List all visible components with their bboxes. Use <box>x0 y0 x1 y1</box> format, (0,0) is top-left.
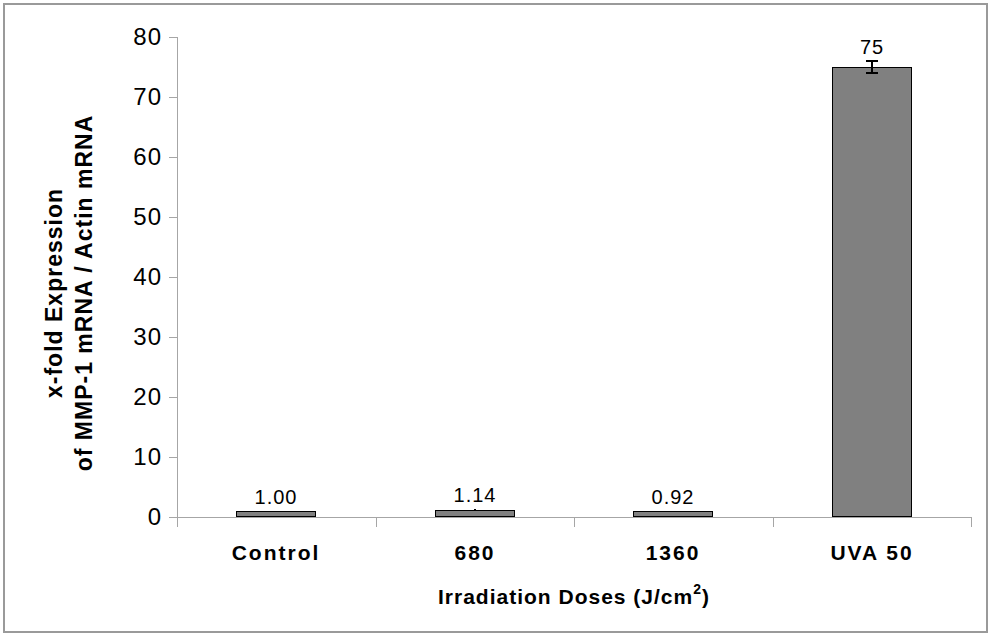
x-axis-title-main: Irradiation Doses (J/cm <box>438 585 693 608</box>
y-axis-tick <box>169 277 177 278</box>
y-axis-tick-label: 80 <box>87 24 162 50</box>
x-axis-title-superscript: 2 <box>693 581 702 597</box>
category-label-1360: 1360 <box>578 541 768 565</box>
y-axis-tick-label: 60 <box>87 144 162 170</box>
category-label-control: Control <box>181 541 371 565</box>
data-label-1360: 0.92 <box>603 486 743 508</box>
y-axis-tick-label: 50 <box>87 204 162 230</box>
chart-figure: x-fold Expression of MMP-1 mRNA / Actin … <box>0 0 992 637</box>
bar-control <box>236 511 316 517</box>
bar-1360 <box>633 511 713 517</box>
y-axis-tick-label: 10 <box>87 444 162 470</box>
category-label-680: 680 <box>380 541 570 565</box>
y-axis-line <box>177 37 178 527</box>
data-label-control: 1.00 <box>206 486 346 508</box>
bar-uva-50 <box>832 67 912 517</box>
y-axis-tick <box>169 37 177 38</box>
x-axis-title-end: ) <box>702 585 710 608</box>
data-label-680: 1.14 <box>405 484 545 506</box>
y-axis-tick-label: 70 <box>87 84 162 110</box>
data-label-uva-50: 75 <box>802 36 942 58</box>
y-axis-tick <box>169 217 177 218</box>
y-axis-tick <box>169 97 177 98</box>
bar-680 <box>435 510 515 517</box>
x-axis-tick <box>574 517 575 527</box>
y-axis-tick-label: 20 <box>87 384 162 410</box>
x-axis-tick <box>971 517 972 527</box>
error-bar-cap-top-uva-50 <box>866 60 878 62</box>
x-axis-tick <box>376 517 377 527</box>
x-axis-title: Irradiation Doses (J/cm2) <box>274 585 874 609</box>
y-axis-tick-label: 40 <box>87 264 162 290</box>
error-bar-cap-bottom-uva-50 <box>866 72 878 74</box>
category-label-uva-50: UVA 50 <box>777 541 967 565</box>
y-axis-tick <box>169 337 177 338</box>
y-axis-tick <box>169 517 177 518</box>
y-axis-tick <box>169 457 177 458</box>
y-axis-tick-label: 0 <box>87 504 162 530</box>
y-axis-tick <box>169 157 177 158</box>
y-axis-tick-label: 30 <box>87 324 162 350</box>
plot-area: 0 10 20 30 40 50 60 70 80 1.00 Control 1.14 680 0.92 1… <box>0 0 992 637</box>
x-axis-tick <box>773 517 774 527</box>
error-bar-680 <box>474 509 476 511</box>
y-axis-tick <box>169 397 177 398</box>
